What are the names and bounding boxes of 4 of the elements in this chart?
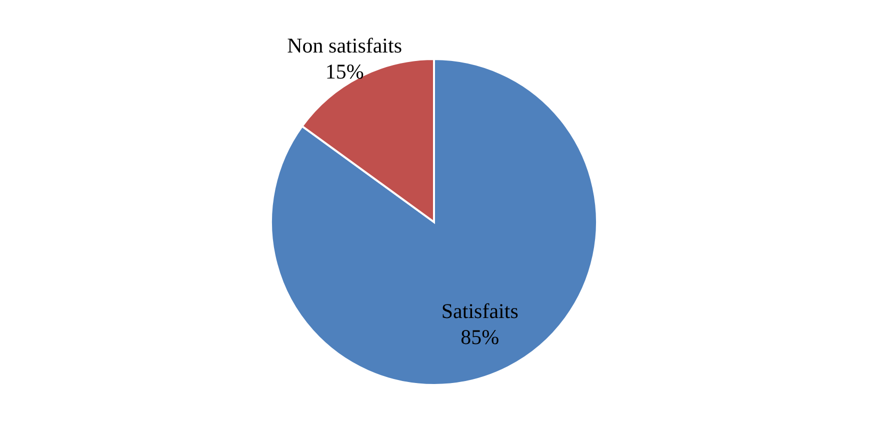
data-label: 15% xyxy=(325,59,364,84)
slice-label: Non satisfaits xyxy=(287,33,402,58)
data-label: 85% xyxy=(460,325,500,350)
slice-label: Satisfaits xyxy=(441,299,518,324)
